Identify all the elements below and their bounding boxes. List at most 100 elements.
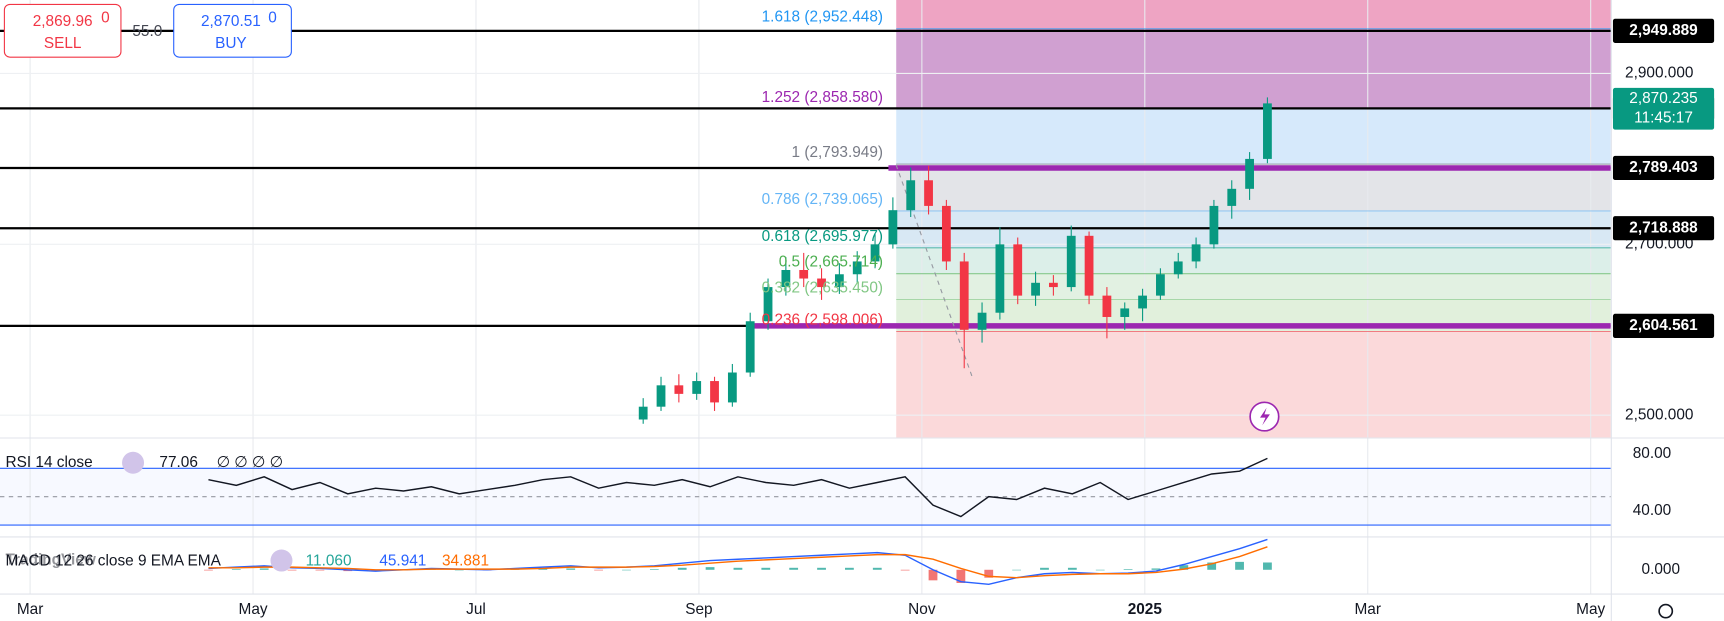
macd-histogram-bar xyxy=(259,568,269,570)
price-label: 2,949.889 xyxy=(1629,22,1697,39)
macd-hist-value: 11.060 xyxy=(306,553,352,570)
price-tick-label: 2,500.000 xyxy=(1625,406,1693,423)
sell-label: SELL xyxy=(44,35,82,52)
macd-tick-label: 0.000 xyxy=(1642,561,1680,578)
rsi-band xyxy=(0,468,1611,526)
watermark: TradingView xyxy=(5,552,95,569)
candle-body xyxy=(1227,188,1237,206)
macd-title: MACD 12 26 close 9 EMA EMA xyxy=(5,553,221,570)
buy-price: 2,870.51 xyxy=(201,13,261,30)
macd-histogram-bar xyxy=(1012,569,1022,571)
candle-body xyxy=(924,180,933,206)
buy-pip: 0 xyxy=(268,10,277,27)
candle-body xyxy=(1191,244,1201,262)
time-tick-label: Mar xyxy=(1355,601,1381,618)
macd-histogram-bar xyxy=(705,567,715,570)
fib-band xyxy=(896,28,1611,109)
macd-histogram-bar xyxy=(872,567,882,570)
candle-body xyxy=(1049,282,1058,288)
candle-body xyxy=(1102,295,1112,317)
candle-body xyxy=(1209,205,1219,245)
candle-body xyxy=(1156,274,1165,296)
settings-icon[interactable] xyxy=(1658,603,1674,619)
price-label: 2,718.888 xyxy=(1629,219,1698,236)
macd-histogram-bar xyxy=(1235,561,1244,570)
current-price-box xyxy=(1612,87,1715,130)
fib-level-label: 1.618 (2,952.448) xyxy=(762,9,883,26)
macd-histogram-bar xyxy=(928,569,938,581)
candle-body xyxy=(781,269,791,288)
macd-histogram-bar xyxy=(1179,565,1189,570)
macd-histogram-bar xyxy=(1151,568,1161,570)
macd-histogram-bar xyxy=(649,569,659,570)
price-label: 2,604.561 xyxy=(1629,317,1698,334)
rsi-tick-label: 40.00 xyxy=(1633,502,1671,519)
time-tick-label: Mar xyxy=(17,601,43,618)
candle-body xyxy=(692,381,702,394)
price-label-box xyxy=(1612,155,1715,181)
fib-band xyxy=(896,108,1611,165)
sell-price: 2,869.96 xyxy=(33,13,93,30)
macd-histogram-bar xyxy=(315,569,325,571)
time-tick-label: Nov xyxy=(908,601,936,618)
macd-histogram-bar xyxy=(845,567,854,570)
candle-body xyxy=(799,269,809,279)
candle-body xyxy=(710,381,719,403)
time-tick-label: Jul xyxy=(466,601,486,618)
macd-histogram-bar xyxy=(622,569,631,571)
candle-body xyxy=(638,406,648,420)
candle-body xyxy=(817,278,826,288)
macd-histogram-bar xyxy=(900,569,910,571)
macd-histogram-bar xyxy=(789,567,799,570)
macd-histogram-bar xyxy=(677,567,687,570)
macd-histogram-bar xyxy=(984,569,994,578)
fib-level-label: 0.382 (2,635.450) xyxy=(762,280,883,297)
price-label-box xyxy=(1612,313,1715,338)
buy-button[interactable] xyxy=(173,3,292,58)
macd-histogram-bar xyxy=(1123,569,1133,570)
macd-histogram-bar xyxy=(1040,567,1049,570)
candle-body xyxy=(1245,158,1254,189)
rsi-icon[interactable] xyxy=(122,451,145,474)
candle-body xyxy=(834,274,844,288)
macd-histogram-bar xyxy=(231,569,241,570)
alert-bolt xyxy=(1260,407,1270,426)
candle-body xyxy=(852,261,862,275)
macd-value: 45.941 xyxy=(379,553,426,570)
time-tick-label: May xyxy=(239,601,268,618)
macd-histogram-bar xyxy=(733,567,743,570)
macd-histogram-bar xyxy=(287,569,297,571)
buy-label: BUY xyxy=(215,35,247,52)
rsi-tick-label: 80.00 xyxy=(1633,445,1671,462)
time-tick-label: Sep xyxy=(685,601,712,618)
candle-body xyxy=(995,244,1005,313)
countdown-label: 11:45:17 xyxy=(1634,110,1693,127)
fib-level-label: 0.618 (2,695.977) xyxy=(762,228,883,245)
candle-body xyxy=(745,321,755,373)
macd-histogram-bar xyxy=(956,569,966,583)
candle-body xyxy=(674,385,684,394)
sell-button[interactable] xyxy=(3,3,122,58)
candle-body xyxy=(941,205,951,262)
candle-body xyxy=(763,287,773,322)
macd-histogram-bar xyxy=(1263,562,1272,570)
candle-body xyxy=(1173,261,1183,275)
fib-band xyxy=(896,0,1611,29)
macd-icon[interactable] xyxy=(270,549,293,572)
macd-histogram-bar xyxy=(204,569,213,571)
candle-body xyxy=(1120,308,1130,317)
macd-histogram-bar xyxy=(1067,567,1077,570)
candle-body xyxy=(1031,282,1040,296)
fib-level-label: 0.236 (2,598.006) xyxy=(762,312,883,329)
price-label-box xyxy=(1612,216,1715,241)
candle-body xyxy=(1066,235,1076,288)
candle-body xyxy=(727,372,737,403)
candle-body xyxy=(1263,103,1272,159)
candle-body xyxy=(906,180,916,211)
macd-histogram-bar xyxy=(817,567,826,570)
candle-body xyxy=(977,312,987,330)
fib-level-label: 1.252 (2,858.580) xyxy=(762,89,883,106)
time-tick-label: May xyxy=(1576,601,1605,618)
fib-level-label: 0.5 (2,665.714) xyxy=(779,254,883,271)
macd-histogram-bar xyxy=(454,569,464,571)
